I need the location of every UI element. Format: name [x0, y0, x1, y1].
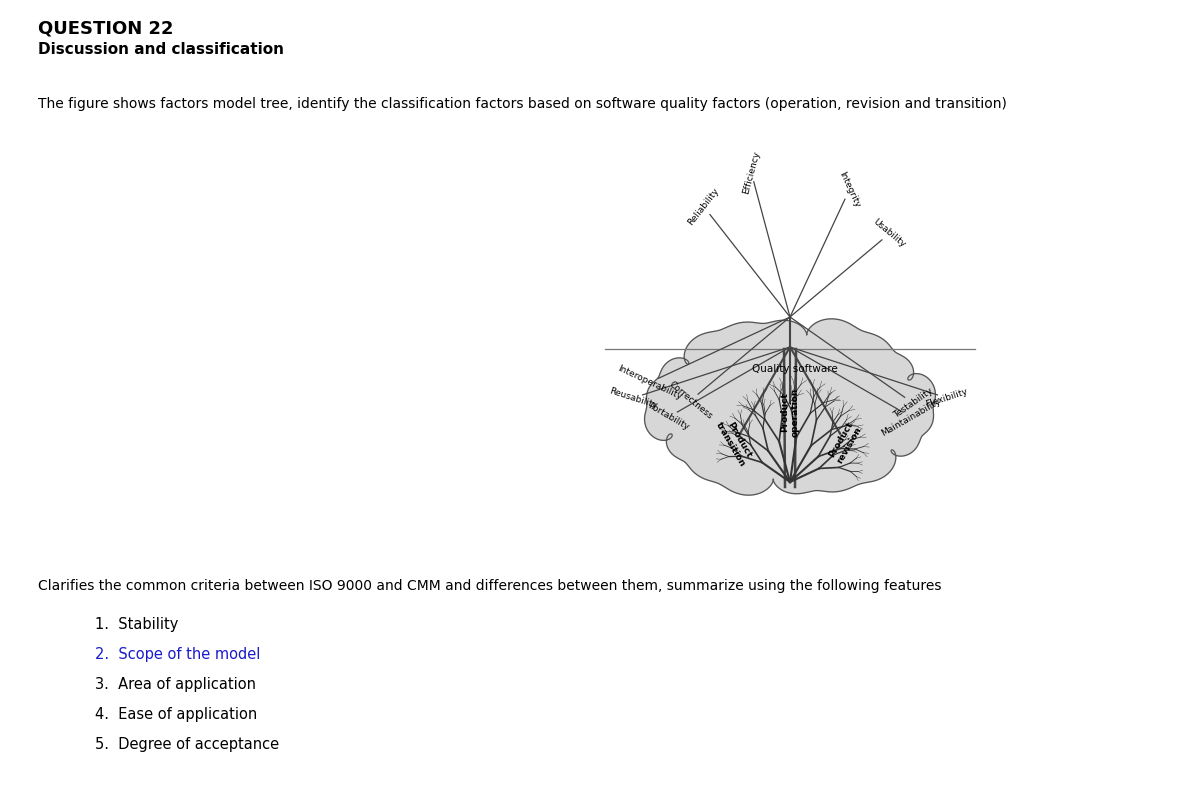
Text: Efficiency: Efficiency	[742, 150, 761, 194]
Text: Flexibility: Flexibility	[925, 387, 970, 409]
Text: 1.  Stability: 1. Stability	[95, 617, 179, 632]
Text: Product
operation: Product operation	[780, 387, 799, 437]
Text: 5.  Degree of acceptance: 5. Degree of acceptance	[95, 737, 280, 752]
Text: QUESTION 22: QUESTION 22	[38, 19, 174, 37]
Text: 4.  Ease of application: 4. Ease of application	[95, 707, 257, 722]
Text: Reliability: Reliability	[686, 186, 721, 227]
Text: Quality software: Quality software	[752, 364, 838, 374]
Text: Maintainability: Maintainability	[880, 396, 943, 438]
Text: Testability: Testability	[892, 387, 935, 420]
Text: Interoperability: Interoperability	[616, 363, 683, 402]
Text: Clarifies the common criteria between ISO 9000 and CMM and differences between t: Clarifies the common criteria between IS…	[38, 579, 942, 593]
Text: Product
revision: Product revision	[827, 420, 864, 465]
Text: Portability: Portability	[647, 402, 691, 433]
Text: Product
transition: Product transition	[714, 416, 756, 469]
Text: 2.  Scope of the model: 2. Scope of the model	[95, 647, 260, 662]
Text: Integrity: Integrity	[836, 171, 862, 210]
Text: Reusability: Reusability	[608, 386, 659, 410]
Text: Correctness: Correctness	[667, 380, 714, 422]
Text: The figure shows factors model tree, identify the classification factors based o: The figure shows factors model tree, ide…	[38, 97, 1007, 111]
Text: Discussion and classification: Discussion and classification	[38, 42, 284, 57]
Text: 3.  Area of application: 3. Area of application	[95, 677, 256, 692]
Text: Usability: Usability	[871, 218, 907, 249]
Polygon shape	[644, 319, 936, 495]
